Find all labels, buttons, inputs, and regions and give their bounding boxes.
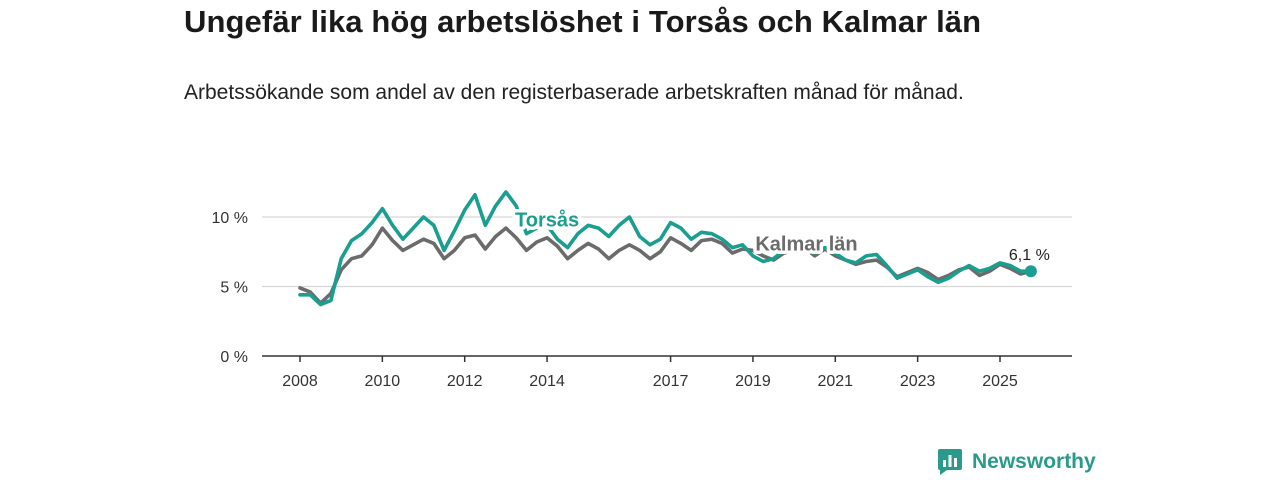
x-tick-label: 2012 <box>447 373 483 390</box>
x-tick-label: 2023 <box>900 373 936 390</box>
y-tick-label: 0 % <box>220 349 248 366</box>
x-tick-label: 2017 <box>653 373 689 390</box>
chart-subtitle: Arbetssökande som andel av den registerb… <box>184 81 964 104</box>
y-tick-label: 5 % <box>220 280 248 297</box>
series-label-halo-kalmar-l-n: Kalmar län <box>755 233 857 255</box>
end-value-label: 6,1 % <box>1009 247 1050 264</box>
x-tick-label: 2019 <box>735 373 771 390</box>
newsworthy-logo-icon <box>938 449 962 475</box>
x-tick-label: 2014 <box>529 373 565 390</box>
y-tick-label: 10 % <box>212 210 248 227</box>
brand-name: Newsworthy <box>972 450 1096 473</box>
x-tick-label: 2008 <box>282 373 318 390</box>
end-point-marker <box>1024 265 1037 278</box>
series-label-halo-tors-s: Torsås <box>515 209 579 232</box>
brand: Newsworthy <box>938 449 1096 475</box>
series-line-kalmar-l-n <box>298 226 1033 305</box>
chart-title: Ungefär lika hög arbetslöshet i Torsås o… <box>184 4 982 39</box>
x-tick-label: 2025 <box>982 373 1018 390</box>
series-label-kalmar-l-n: Kalmar län <box>755 233 857 255</box>
series-label-tors-s: Torsås <box>515 209 579 232</box>
x-tick-label: 2021 <box>817 373 853 390</box>
x-tick-label: 2010 <box>365 373 401 390</box>
series-layer <box>298 190 1033 307</box>
series-line-tors-s <box>298 190 1033 307</box>
grid-layer: 0 % 5 % 10 % 2008 2010 2012 2014 2017 2019 2021 20… <box>212 210 1072 390</box>
